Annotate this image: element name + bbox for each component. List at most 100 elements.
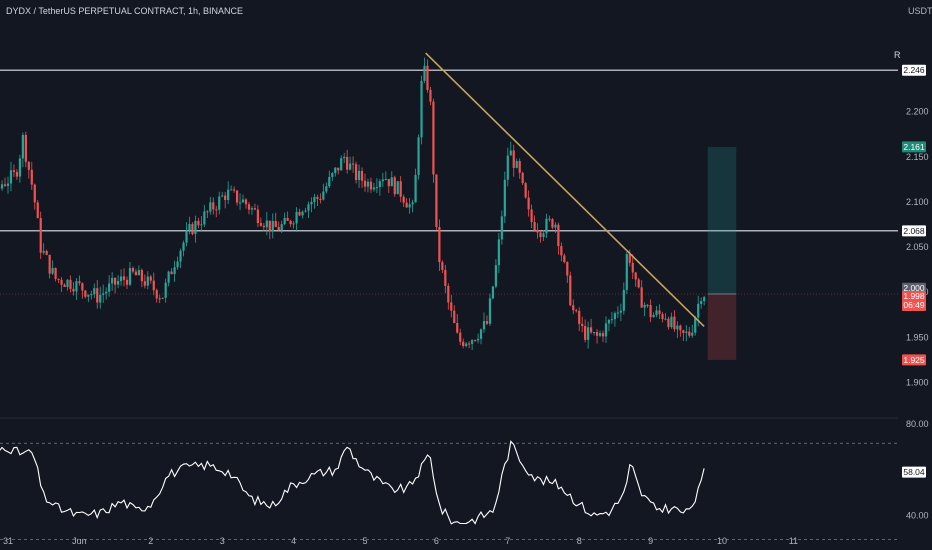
price-tick-label: 1.900	[906, 377, 929, 387]
candle-body	[473, 340, 477, 342]
candle-body	[551, 219, 554, 228]
candle-body	[307, 204, 310, 211]
candle-body	[471, 340, 474, 344]
time-tick-label: 2	[148, 536, 153, 546]
candle-body	[343, 156, 346, 159]
candle-body	[45, 251, 48, 255]
candle-body	[18, 158, 21, 177]
level-tag-label: 2.246	[903, 65, 925, 75]
candle-body	[200, 224, 203, 226]
candle-body	[438, 226, 441, 263]
candle-body	[610, 319, 614, 321]
candle-body	[604, 323, 608, 337]
candle-body	[235, 190, 239, 203]
candle-body	[673, 316, 676, 330]
candle-body	[381, 179, 384, 182]
long-position-tool[interactable]	[707, 146, 737, 360]
candle-body	[170, 271, 173, 275]
candle-body	[191, 224, 194, 235]
candle-body	[566, 262, 569, 276]
candle-body	[84, 290, 87, 297]
candle-body	[479, 329, 483, 339]
candle-body	[607, 319, 611, 324]
candle-body	[24, 134, 27, 162]
rsi-current-label: 58.04	[903, 467, 925, 477]
candle-body	[42, 251, 45, 253]
candle-body	[319, 198, 322, 200]
candle-body	[295, 211, 298, 224]
candle-body	[372, 187, 376, 190]
candle-body	[349, 163, 352, 170]
candle-body	[131, 267, 135, 272]
candle-body	[322, 191, 325, 200]
candle-body	[274, 220, 277, 227]
candle-body	[411, 202, 414, 205]
candle-body	[15, 171, 19, 177]
time-axis[interactable]: 3031Jun234567891011	[0, 536, 798, 546]
candle-body	[697, 303, 700, 318]
candle-body	[66, 279, 69, 287]
candle-body	[533, 221, 536, 231]
time-tick-label: 9	[648, 536, 653, 546]
candle-body	[96, 288, 99, 303]
candle-body	[179, 250, 182, 262]
candle-body	[292, 223, 295, 225]
horizontal-levels[interactable]	[0, 69, 898, 295]
candle-body	[215, 209, 218, 211]
time-tick-label: Jun	[72, 536, 87, 546]
candle-body	[628, 254, 631, 263]
candle-body	[188, 224, 191, 231]
price-tag-label: 1.925	[903, 355, 925, 365]
candle-body	[0, 184, 4, 189]
candle-body	[102, 293, 105, 295]
candle-body	[283, 217, 286, 225]
candle-body	[173, 267, 176, 275]
candle-body	[476, 338, 480, 341]
candle-body	[301, 211, 304, 216]
candle-body	[128, 267, 132, 285]
candle-body	[363, 180, 367, 187]
rsi-pane[interactable]	[0, 440, 898, 541]
candle-body	[9, 170, 13, 184]
trendline[interactable]	[425, 52, 705, 328]
candle-body	[557, 224, 560, 247]
candle-body	[554, 224, 557, 228]
candle-body	[111, 277, 114, 284]
candle-body	[167, 271, 170, 283]
candle-body	[36, 202, 39, 219]
candle-body	[563, 255, 566, 263]
candle-body	[661, 314, 664, 320]
candle-body	[622, 289, 625, 311]
candle-body	[468, 343, 471, 345]
candle-body	[444, 269, 447, 286]
candle-body	[500, 216, 503, 240]
candle-body	[241, 199, 245, 203]
candle-body	[39, 218, 42, 253]
candle-body	[429, 89, 432, 102]
candle-body	[331, 173, 334, 177]
candle-body	[536, 230, 539, 233]
candle-body	[619, 310, 622, 313]
candle-body	[337, 167, 340, 171]
candle-body	[598, 333, 602, 336]
candle-body	[206, 211, 209, 213]
candle-body	[265, 220, 268, 228]
candle-body	[262, 225, 265, 228]
price-tag-box	[902, 141, 926, 153]
candle-body	[488, 298, 492, 324]
candle-body	[387, 178, 390, 187]
candle-body	[57, 278, 60, 280]
candle-body	[539, 232, 542, 238]
price-tag-box	[902, 291, 926, 311]
candle-body	[369, 181, 373, 190]
candle-body	[634, 272, 637, 280]
candle-body	[578, 310, 581, 324]
candle-body	[435, 174, 438, 227]
candle-body	[72, 288, 75, 292]
price-tick-label: 2.050	[906, 242, 929, 252]
candle-body	[325, 186, 328, 192]
candle-body	[465, 343, 468, 347]
candle-body	[277, 226, 280, 231]
